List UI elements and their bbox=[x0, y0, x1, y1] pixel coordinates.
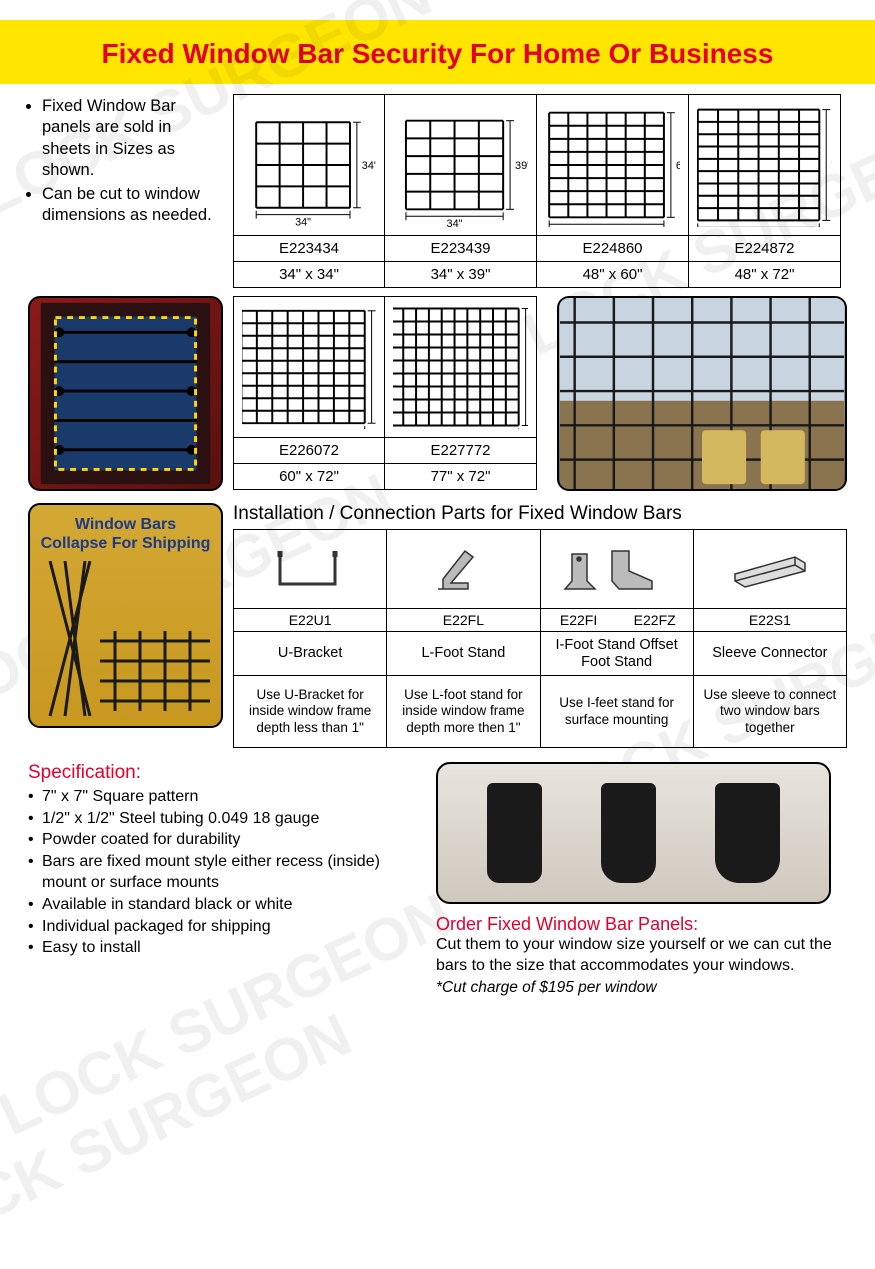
svg-text:72": 72" bbox=[831, 160, 832, 172]
order-text: Cut them to your window size yourself or… bbox=[436, 935, 847, 977]
collapse-label: Window Bars Collapse For Shipping bbox=[40, 515, 211, 553]
product-dimension: 60" x 72" bbox=[234, 463, 384, 489]
svg-text:34": 34" bbox=[362, 160, 376, 172]
size-cell: 34" 34" E223434 34" x 34" bbox=[233, 94, 385, 288]
part-name: I-Foot Stand Offset Foot Stand bbox=[541, 631, 693, 675]
size-cell: 60" 72" E226072 60" x 72" bbox=[233, 296, 385, 490]
intro-bullet: Fixed Window Bar panels are sold in shee… bbox=[42, 96, 223, 182]
page-title: Fixed Window Bar Security For Home Or Bu… bbox=[0, 38, 875, 70]
intro-text: Fixed Window Bar panels are sold in shee… bbox=[28, 94, 223, 288]
product-code: E223439 bbox=[385, 235, 536, 261]
collapse-shipping-box: Window Bars Collapse For Shipping bbox=[28, 503, 223, 728]
part-code: E22S1 bbox=[694, 608, 846, 631]
part-code: E22U1 bbox=[234, 608, 386, 631]
parts-title: Installation / Connection Parts for Fixe… bbox=[233, 503, 847, 525]
product-dimension: 34" x 39" bbox=[385, 261, 536, 287]
parts-section: Installation / Connection Parts for Fixe… bbox=[233, 503, 847, 748]
part-code: E22FL bbox=[387, 608, 539, 631]
part-name: L-Foot Stand bbox=[387, 631, 539, 675]
grid-diagram: 60" 72" bbox=[234, 297, 384, 437]
parts-column: E22U1 U-Bracket Use U-Bracket for inside… bbox=[234, 530, 387, 747]
size-cell: 34" 39" E223439 34" x 39" bbox=[385, 94, 537, 288]
grid-diagram: 34" 39" bbox=[385, 95, 536, 235]
size-cell: 48" 60" E224860 48" x 60" bbox=[537, 94, 689, 288]
spec-item: 1/2" x 1/2" Steel tubing 0.049 18 gauge bbox=[28, 808, 418, 830]
spec-item: Powder coated for durability bbox=[28, 829, 418, 851]
svg-text:39": 39" bbox=[515, 160, 528, 172]
part-code: E22FIE22FZ bbox=[541, 608, 693, 631]
product-code: E227772 bbox=[385, 437, 536, 463]
size-grid-bottom: 60" 72" E226072 60" x 72" 77" 72" E22777… bbox=[233, 296, 537, 490]
spec-item: Individual packaged for shipping bbox=[28, 916, 418, 938]
product-dimension: 34" x 34" bbox=[234, 261, 384, 287]
header-band: Fixed Window Bar Security For Home Or Bu… bbox=[0, 20, 875, 84]
part-diagram bbox=[387, 530, 539, 608]
svg-text:34": 34" bbox=[295, 216, 311, 227]
svg-text:48": 48" bbox=[599, 226, 615, 227]
grid-diagram: 34" 34" bbox=[234, 95, 384, 235]
parts-column: E22S1 Sleeve Connector Use sleeve to con… bbox=[694, 530, 846, 747]
part-description: Use U-Bracket for inside window frame de… bbox=[234, 675, 386, 747]
photo-installed-bars bbox=[28, 296, 223, 491]
intro-bullet: Can be cut to window dimensions as neede… bbox=[42, 184, 223, 227]
grid-diagram: 48" 72" bbox=[689, 95, 840, 235]
watermark: LOCK SURGEON bbox=[0, 1000, 362, 1269]
part-diagram bbox=[541, 530, 693, 608]
grid-diagram: 48" 60" bbox=[537, 95, 688, 235]
part-description: Use sleeve to connect two window bars to… bbox=[694, 675, 846, 747]
parts-column: E22FIE22FZ I-Foot Stand Offset Foot Stan… bbox=[541, 530, 694, 747]
photo-bracket-samples bbox=[436, 762, 831, 904]
size-cell: 48" 72" E224872 48" x 72" bbox=[689, 94, 841, 288]
order-note: *Cut charge of $195 per window bbox=[436, 979, 847, 997]
product-code: E223434 bbox=[234, 235, 384, 261]
spec-item: Available in standard black or white bbox=[28, 894, 418, 916]
part-name: Sleeve Connector bbox=[694, 631, 846, 675]
product-code: E224860 bbox=[537, 235, 688, 261]
specification-section: Specification: 7" x 7" Square pattern1/2… bbox=[28, 762, 418, 997]
size-grid-top: 34" 34" E223434 34" x 34" 34" 39" E22343… bbox=[233, 94, 841, 288]
spec-item: Easy to install bbox=[28, 937, 418, 959]
spec-item: Bars are fixed mount style either recess… bbox=[28, 851, 418, 894]
part-diagram bbox=[694, 530, 846, 608]
grid-diagram: 77" 72" bbox=[385, 297, 536, 437]
product-dimension: 48" x 60" bbox=[537, 261, 688, 287]
product-code: E224872 bbox=[689, 235, 840, 261]
photo-window-installation bbox=[557, 296, 847, 491]
product-dimension: 77" x 72" bbox=[385, 463, 536, 489]
part-diagram bbox=[234, 530, 386, 608]
part-description: Use I-feet stand for surface mounting bbox=[541, 675, 693, 747]
part-description: Use L-foot stand for inside window frame… bbox=[387, 675, 539, 747]
product-code: E226072 bbox=[234, 437, 384, 463]
svg-text:34": 34" bbox=[447, 218, 463, 227]
svg-text:60": 60" bbox=[676, 160, 680, 172]
product-dimension: 48" x 72" bbox=[689, 261, 840, 287]
size-cell: 77" 72" E227772 77" x 72" bbox=[385, 296, 537, 490]
part-name: U-Bracket bbox=[234, 631, 386, 675]
parts-column: E22FL L-Foot Stand Use L-foot stand for … bbox=[387, 530, 540, 747]
order-title: Order Fixed Window Bar Panels: bbox=[436, 914, 847, 935]
spec-item: 7" x 7" Square pattern bbox=[28, 786, 418, 808]
spec-title: Specification: bbox=[28, 762, 418, 784]
